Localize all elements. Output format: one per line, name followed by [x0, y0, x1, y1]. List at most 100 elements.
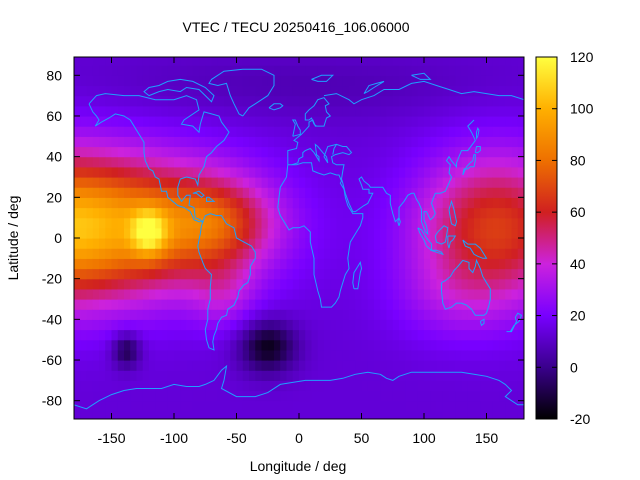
heatmap-cell	[499, 115, 506, 127]
heatmap-cell	[330, 268, 338, 280]
heatmap-cell	[517, 349, 524, 361]
heatmap-cell	[486, 319, 494, 331]
heatmap-cell	[392, 57, 400, 66]
heatmap-cell	[361, 360, 369, 371]
heatmap-cell	[192, 400, 200, 412]
heatmap-cell	[186, 329, 194, 341]
heatmap-cell	[255, 268, 263, 280]
heatmap-cell	[499, 390, 506, 402]
heatmap-cell	[217, 319, 225, 331]
heatmap-cell	[349, 268, 356, 280]
heatmap-cell	[217, 57, 225, 66]
heatmap-cell	[330, 288, 338, 300]
heatmap-cell	[311, 258, 319, 270]
heatmap-cell	[361, 380, 369, 392]
heatmap-cell	[299, 248, 306, 259]
heatmap-cell	[392, 65, 400, 76]
heatmap-cell	[155, 309, 163, 320]
coastline	[74, 364, 524, 410]
heatmap-cell	[480, 329, 488, 341]
heatmap-cell	[399, 176, 406, 188]
heatmap-cell	[111, 268, 119, 280]
heatmap-cell	[230, 390, 238, 402]
heatmap-cell	[274, 390, 281, 402]
heatmap-cell	[424, 197, 431, 209]
heatmap-cell	[111, 197, 119, 209]
heatmap-cell	[455, 187, 463, 198]
heatmap-cell	[317, 380, 325, 392]
heatmap-cell	[92, 207, 100, 219]
heatmap-cell	[92, 370, 100, 381]
heatmap-cell	[255, 380, 263, 392]
heatmap-cell	[236, 380, 244, 392]
heatmap-cell	[167, 85, 175, 97]
heatmap-cell	[517, 238, 524, 249]
heatmap-cell	[330, 400, 338, 412]
heatmap-cell	[80, 238, 88, 249]
heatmap-cell	[155, 319, 163, 331]
heatmap-cell	[517, 227, 524, 239]
heatmap-cell	[149, 136, 156, 148]
heatmap-cell	[249, 176, 256, 188]
x-tick-label: 100	[412, 430, 436, 446]
heatmap-cell	[130, 126, 138, 137]
heatmap-cell	[261, 197, 269, 209]
heatmap-cell	[217, 65, 225, 76]
heatmap-cell	[430, 238, 438, 249]
heatmap-cell	[99, 268, 106, 280]
heatmap-cell	[192, 349, 200, 361]
heatmap-cell	[149, 176, 156, 188]
heatmap-cell	[117, 227, 125, 239]
heatmap-cell	[399, 115, 406, 127]
heatmap-cell	[305, 248, 313, 259]
heatmap-cell	[236, 176, 244, 188]
heatmap-cell	[74, 288, 81, 300]
heatmap-cell	[242, 136, 250, 148]
heatmap-cell	[117, 156, 125, 168]
heatmap-cell	[224, 258, 231, 270]
heatmap-cell	[192, 207, 200, 219]
heatmap-cell	[386, 75, 394, 87]
heatmap-cell	[474, 349, 481, 361]
heatmap-cell	[392, 248, 400, 259]
heatmap-cell	[205, 207, 213, 219]
heatmap-cell	[267, 65, 275, 76]
heatmap-cell	[455, 105, 463, 117]
heatmap-cell	[349, 380, 356, 392]
heatmap-cell	[305, 57, 313, 66]
heatmap-cell	[374, 360, 381, 371]
heatmap-cell	[161, 95, 169, 107]
heatmap-cell	[299, 156, 306, 168]
heatmap-cell	[92, 258, 100, 270]
heatmap-cell	[205, 258, 213, 270]
heatmap-cell	[461, 85, 469, 97]
heatmap-cell	[280, 146, 288, 158]
heatmap-cell	[80, 329, 88, 341]
heatmap-cell	[199, 268, 206, 280]
heatmap-cell	[361, 258, 369, 270]
heatmap-cell	[399, 57, 406, 66]
heatmap-cell	[186, 187, 194, 198]
heatmap-cell	[230, 187, 238, 198]
heatmap-cell	[205, 319, 213, 331]
heatmap-cell	[399, 156, 406, 168]
heatmap-cell	[124, 400, 131, 412]
heatmap-cell	[367, 115, 375, 127]
heatmap-cell	[280, 207, 288, 219]
heatmap-cell	[505, 136, 513, 148]
heatmap-cell	[324, 65, 331, 76]
heatmap-cell	[255, 146, 263, 158]
heatmap-cell	[517, 360, 524, 371]
heatmap-cell	[274, 65, 281, 76]
heatmap-cell	[342, 309, 350, 320]
heatmap-cell	[505, 166, 513, 178]
heatmap-cell	[505, 329, 513, 341]
heatmap-cell	[436, 65, 444, 76]
heatmap-cell	[217, 197, 225, 209]
heatmap-cell	[92, 217, 100, 229]
heatmap-cell	[480, 156, 488, 168]
heatmap-cell	[155, 380, 163, 392]
heatmap-cell	[286, 75, 294, 87]
heatmap-cell	[511, 299, 519, 310]
heatmap-cell	[517, 268, 524, 280]
